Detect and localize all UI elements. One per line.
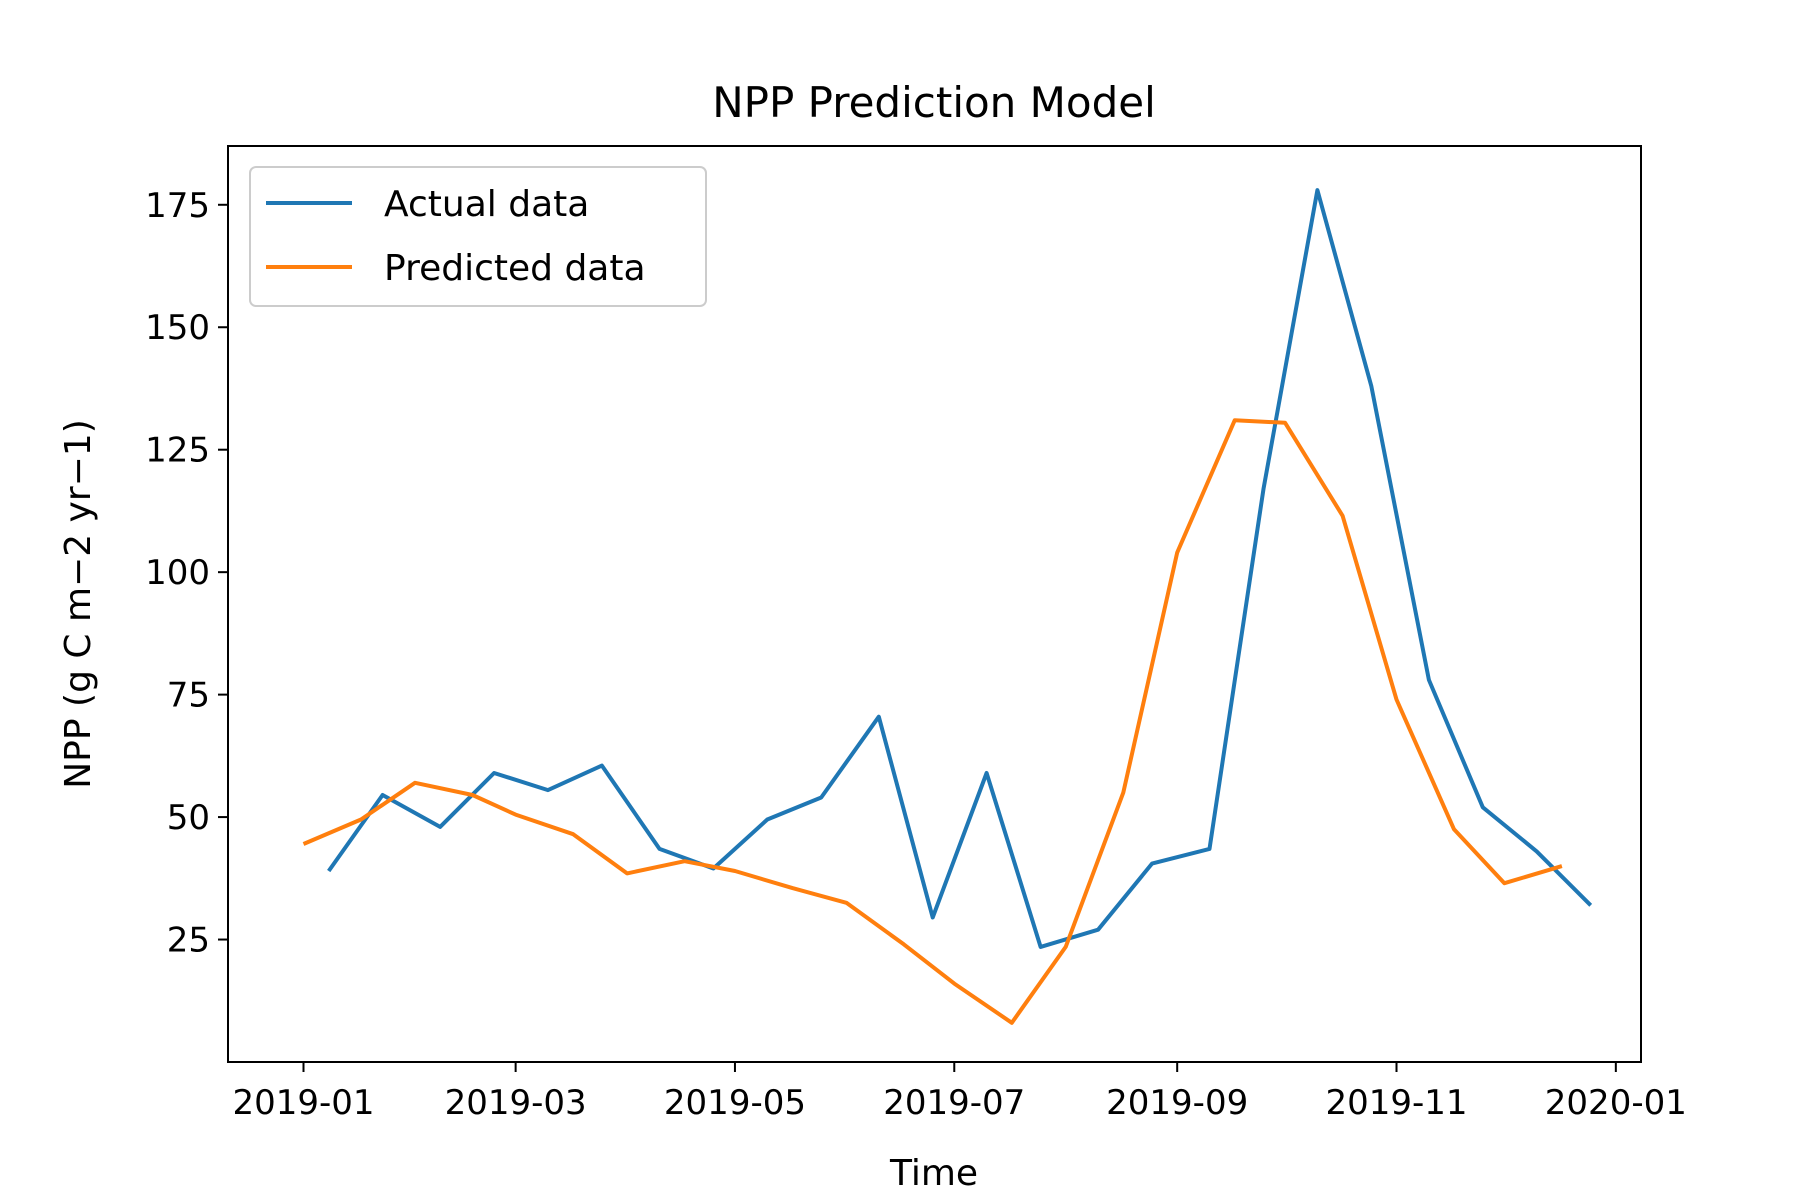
x-axis-label: Time — [889, 1153, 978, 1194]
plot-frame — [227, 145, 1642, 1063]
x-tick-label: 2019-07 — [883, 1083, 1025, 1123]
y-tick-label: 125 — [145, 431, 210, 471]
y-tick-label: 175 — [145, 186, 210, 226]
y-tick-label: 150 — [145, 308, 210, 348]
y-axis-label: NPP (g C m−2 yr−1) — [58, 419, 99, 789]
x-tick-label: 2019-11 — [1325, 1083, 1467, 1123]
x-tick-label: 2020-01 — [1545, 1083, 1687, 1123]
series-line-actual — [327, 188, 1593, 949]
legend-box — [249, 166, 707, 307]
x-tick-label: 2019-01 — [232, 1083, 374, 1123]
series-line-predicted — [302, 418, 1563, 1025]
y-tick-label: 75 — [167, 676, 210, 716]
y-tick-label: 50 — [167, 798, 210, 838]
series-layer — [302, 188, 1593, 1025]
y-tick-label: 25 — [167, 921, 210, 961]
x-axis: 2019-01 2019-03 2019-05 2019-07 2019-09 2019-… — [232, 1062, 1687, 1123]
legend-label-predicted: Predicted data — [384, 248, 646, 289]
chart-title: NPP Prediction Model — [712, 78, 1156, 127]
legend: Actual data Predicted data — [249, 166, 707, 307]
y-axis: 25 50 75 100 125 150 175 — [145, 186, 228, 961]
x-tick-label: 2019-03 — [445, 1083, 587, 1123]
y-tick-label: 100 — [145, 553, 210, 593]
x-tick-label: 2019-09 — [1106, 1083, 1248, 1123]
x-tick-label: 2019-05 — [664, 1083, 806, 1123]
legend-label-actual: Actual data — [384, 184, 589, 225]
